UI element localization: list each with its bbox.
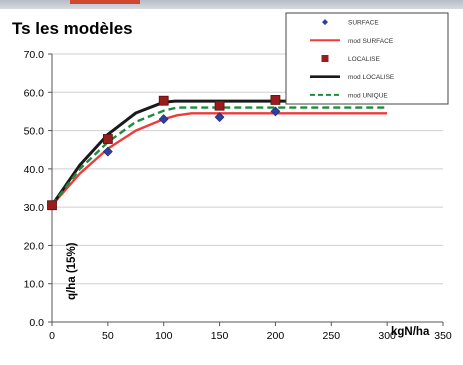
legend-surface-swatch: [322, 19, 328, 26]
y-axis-label: q/ha (15%): [66, 242, 78, 300]
legend-mod-surface-label: mod SURFACE: [348, 38, 394, 45]
x-tick-label-1: 50: [102, 330, 114, 342]
point-localise-3: [214, 100, 225, 111]
point-surface-4: [270, 106, 281, 117]
point-surface-1: [102, 146, 113, 157]
series-line-mod-unique: [51, 106, 388, 206]
point-localise-4: [270, 95, 281, 105]
y-tick-label-6: 60.0: [24, 87, 45, 99]
legend-localise-label: LOCALISE: [348, 56, 380, 63]
axis-labels: kgN/ha q/ha (15%): [66, 242, 430, 338]
x-tick-label-5: 250: [323, 330, 341, 342]
point-surface-3: [214, 112, 225, 123]
x-tick-label-2: 100: [155, 330, 173, 342]
grid: [52, 53, 443, 285]
y-tick-label-4: 40.0: [24, 164, 45, 176]
top-accent: [70, 0, 140, 4]
y-tick-label-3: 30.0: [24, 202, 45, 214]
point-localise-2: [158, 95, 169, 106]
legend-mod-unique-label: mod UNIQUE: [348, 92, 388, 99]
point-localise-0: [47, 200, 57, 211]
y-tick-label-1: 10.0: [24, 279, 45, 291]
x-axis-label: kgN/ha: [391, 326, 430, 338]
legend-surface-label: SURFACE: [348, 20, 379, 27]
series: [47, 95, 388, 211]
x-tick-label-6: 300: [378, 330, 396, 342]
legend: SURFACE mod SURFACE LOCALISE mod LOCALISE mo…: [285, 12, 449, 105]
point-localise-1: [102, 134, 113, 144]
legend-localise-swatch: [321, 55, 329, 62]
x-tick-label-4: 200: [267, 330, 285, 342]
x-tick-label-3: 150: [211, 330, 229, 342]
top-strip: [0, 0, 463, 9]
x-tick-label-7: 350: [434, 330, 452, 342]
axes: 0.0 10.0 20.0 30.0 40.0 50.0 60.0 70.0 0 50 100 150…: [24, 49, 452, 342]
point-surface-2: [158, 114, 169, 125]
legend-mod-localise-label: mod LOCALISE: [348, 74, 395, 81]
y-tick-label-0: 0.0: [29, 317, 44, 329]
y-tick-label-5: 50.0: [24, 126, 45, 138]
y-tick-label-2: 20.0: [24, 240, 45, 252]
chart-title: Ts les modèles: [12, 19, 133, 38]
y-tick-label-7: 70.0: [24, 49, 45, 61]
legend-box: [285, 12, 449, 105]
x-tick-label-0: 0: [49, 330, 55, 342]
series-line-mod-surface: [51, 112, 388, 206]
